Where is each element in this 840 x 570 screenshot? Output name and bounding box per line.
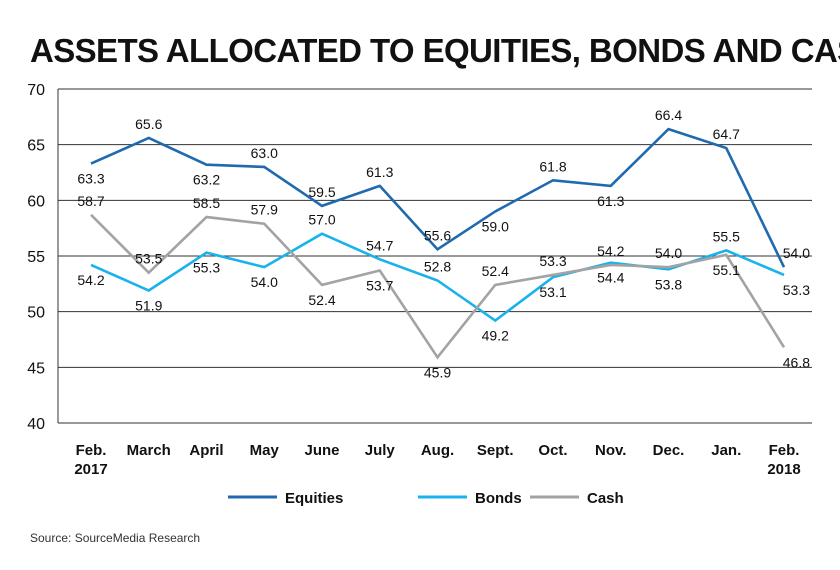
data-label: 54.4 bbox=[597, 270, 624, 286]
data-label: 65.6 bbox=[135, 116, 162, 132]
data-label: 49.2 bbox=[482, 328, 509, 344]
data-label: 53.8 bbox=[655, 276, 682, 292]
chart-title: ASSETS ALLOCATED TO EQUITIES, BONDS AND … bbox=[30, 32, 840, 69]
data-label: 45.9 bbox=[424, 364, 451, 380]
x-tick-label: Nov. bbox=[595, 442, 626, 459]
series-line-cash bbox=[90, 213, 786, 360]
data-label: 54.2 bbox=[77, 272, 104, 288]
y-tick-label: 55 bbox=[27, 249, 45, 266]
data-label: 63.2 bbox=[193, 172, 220, 188]
x-tick-label: Dec. bbox=[653, 442, 685, 459]
y-tick-label: 70 bbox=[27, 82, 45, 99]
y-tick-label: 50 bbox=[27, 305, 45, 322]
data-label: 55.1 bbox=[713, 262, 740, 278]
data-label: 63.0 bbox=[251, 145, 278, 161]
data-label: 54.0 bbox=[251, 274, 278, 290]
data-label: 52.4 bbox=[308, 292, 335, 308]
data-label: 54.7 bbox=[366, 237, 393, 253]
y-tick-label: 65 bbox=[27, 138, 45, 155]
data-label: 53.3 bbox=[783, 282, 810, 298]
data-label: 51.9 bbox=[135, 298, 162, 314]
legend-label: Equities bbox=[285, 490, 343, 507]
x-tick-label: May bbox=[250, 442, 280, 459]
x-tick-label: June bbox=[304, 442, 339, 459]
legend: Equities Bonds Cash bbox=[228, 490, 624, 507]
data-label: 54.2 bbox=[597, 243, 624, 259]
x-tick-label: 2018 bbox=[767, 461, 800, 478]
data-label: 54.0 bbox=[783, 245, 810, 261]
data-label: 53.1 bbox=[539, 284, 566, 300]
x-tick-label: March bbox=[127, 442, 171, 459]
data-label: 61.8 bbox=[539, 158, 566, 174]
data-label: 54.0 bbox=[655, 245, 682, 261]
y-tick-label: 40 bbox=[27, 416, 45, 433]
data-label: 57.0 bbox=[308, 212, 335, 228]
data-label: 53.5 bbox=[135, 251, 162, 267]
data-label: 63.3 bbox=[77, 171, 104, 187]
data-label: 66.4 bbox=[655, 107, 682, 123]
x-tick-label: July bbox=[365, 442, 396, 459]
data-label: 55.6 bbox=[424, 227, 451, 243]
data-label: 53.7 bbox=[366, 277, 393, 293]
x-tick-label: Oct. bbox=[538, 442, 567, 459]
data-label: 58.7 bbox=[77, 193, 104, 209]
data-labels: 63.3 65.6 63.2 63.0 59.5 61.3 55.6 59.0 61.8 61.3… bbox=[77, 107, 810, 380]
data-label: 52.8 bbox=[424, 258, 451, 274]
y-axis: 40 45 50 55 60 65 70 bbox=[27, 82, 59, 433]
series-lines bbox=[90, 127, 786, 360]
series-line-equities bbox=[90, 127, 786, 268]
x-tick-label: Jan. bbox=[711, 442, 741, 459]
data-label: 55.5 bbox=[713, 228, 740, 244]
series-line-bonds bbox=[90, 232, 785, 323]
x-tick-label: 2017 bbox=[74, 461, 107, 478]
data-label: 59.0 bbox=[482, 218, 509, 234]
x-tick-label: Feb. bbox=[769, 442, 800, 459]
x-tick-label: Aug. bbox=[421, 442, 454, 459]
data-label: 55.3 bbox=[193, 260, 220, 276]
data-label: 61.3 bbox=[597, 193, 624, 209]
legend-label: Cash bbox=[587, 490, 624, 507]
data-label: 64.7 bbox=[713, 126, 740, 142]
x-tick-label: Feb. bbox=[76, 442, 107, 459]
data-label: 57.9 bbox=[251, 202, 278, 218]
data-label: 61.3 bbox=[366, 164, 393, 180]
x-axis: Feb. 2017 March April May June July Aug. Sept. Oc… bbox=[74, 442, 800, 478]
x-tick-label: April bbox=[189, 442, 223, 459]
data-label: 46.8 bbox=[783, 354, 810, 370]
source-note: Source: SourceMedia Research bbox=[30, 531, 201, 545]
data-label: 52.4 bbox=[482, 263, 509, 279]
data-label: 58.5 bbox=[193, 195, 220, 211]
data-label: 53.3 bbox=[539, 253, 566, 269]
y-tick-label: 45 bbox=[27, 360, 45, 377]
x-tick-label: Sept. bbox=[477, 442, 514, 459]
gridlines bbox=[58, 88, 812, 424]
y-tick-label: 60 bbox=[27, 193, 45, 210]
data-label: 59.5 bbox=[308, 184, 335, 200]
legend-label: Bonds bbox=[475, 490, 522, 507]
